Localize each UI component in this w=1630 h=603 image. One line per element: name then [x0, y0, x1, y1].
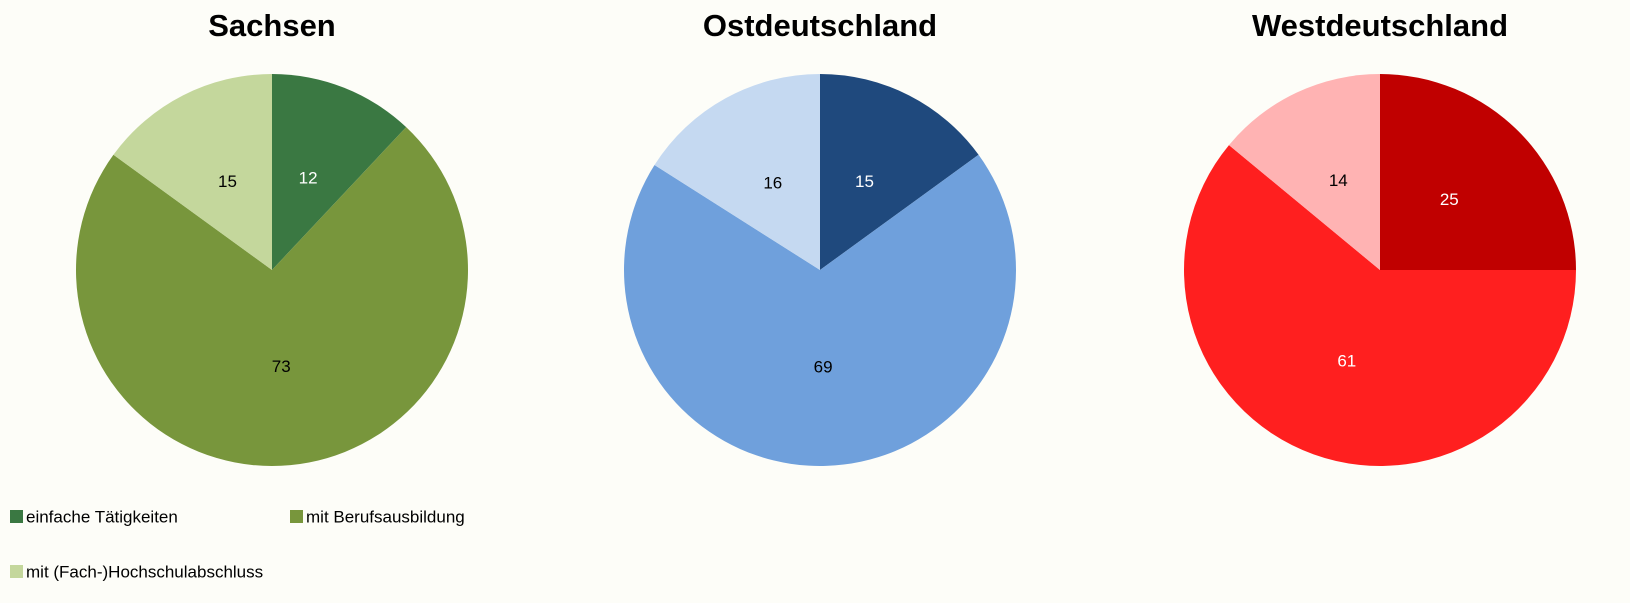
- pie-slice: [1228, 74, 1380, 270]
- legend-swatch: [10, 510, 23, 523]
- data-label: 61: [1337, 352, 1356, 371]
- legend-label: mit (Fach-)Hochschulabschluss: [26, 562, 263, 581]
- data-label: 15: [855, 172, 874, 191]
- pie-slice: [75, 127, 468, 467]
- legend-swatch: [10, 565, 23, 578]
- data-label: 25: [1440, 190, 1459, 209]
- data-label: 15: [218, 172, 237, 191]
- chart-title: Sachsen: [208, 8, 336, 43]
- chart-title: Ostdeutschland: [703, 8, 937, 43]
- pie-slice: [272, 74, 407, 270]
- pie-slice: [820, 74, 979, 270]
- pie-slice: [1380, 74, 1576, 270]
- pie-slice: [113, 74, 272, 270]
- data-label: 73: [272, 357, 291, 376]
- chart-title: Westdeutschland: [1252, 8, 1508, 43]
- legend-label: einfache Tätigkeiten: [26, 507, 178, 526]
- legend-label: mit Berufsausbildung: [306, 507, 465, 526]
- pie-slice: [1184, 145, 1576, 466]
- data-label: 12: [299, 168, 318, 187]
- data-label: 14: [1329, 171, 1348, 190]
- pie-slice: [654, 74, 820, 270]
- legend-swatch: [290, 510, 303, 523]
- data-label: 69: [814, 357, 833, 376]
- pie-slice: [623, 154, 1016, 467]
- data-label: 16: [763, 174, 782, 193]
